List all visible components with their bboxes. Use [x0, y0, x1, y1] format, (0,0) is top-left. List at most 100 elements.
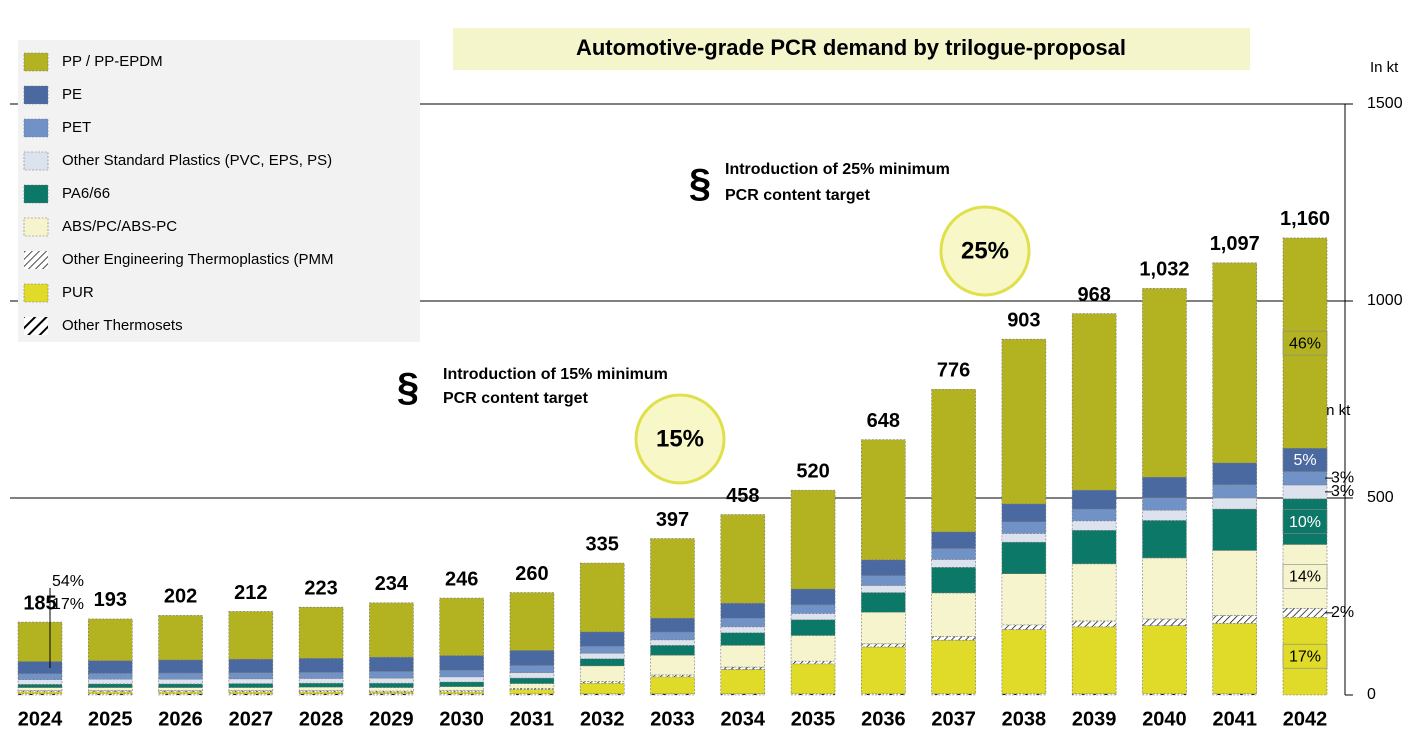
- bar-segment: [861, 559, 906, 576]
- bar-segment: [158, 615, 203, 661]
- badge: [634, 393, 726, 485]
- x-tick-label: 2028: [299, 708, 344, 730]
- bar-segment: [17, 673, 63, 680]
- bar-segment: [931, 635, 976, 641]
- bar-segment: [439, 686, 484, 691]
- bar-segment: [1212, 497, 1258, 510]
- bar-segment: [861, 439, 906, 561]
- bar-segment: [509, 677, 555, 684]
- bar-segment: [369, 602, 414, 658]
- bar-segment: [1212, 622, 1258, 695]
- bar-segment: [228, 672, 274, 680]
- bar-segment: [720, 666, 766, 670]
- bar-segment: [579, 682, 625, 695]
- bar-segment: [369, 682, 414, 688]
- bar-segment: [87, 687, 133, 691]
- bar-segment: [650, 676, 695, 695]
- share-label-box: [1282, 643, 1328, 669]
- bar-segment: [1071, 313, 1117, 491]
- bar-segment: [298, 678, 344, 684]
- total-label: 397: [656, 509, 689, 531]
- bar-segment: [931, 548, 976, 560]
- x-tick-label: 2024: [18, 708, 63, 730]
- bar-segment: [509, 689, 555, 695]
- bar-segment: [1001, 629, 1047, 695]
- total-label: 193: [94, 589, 127, 611]
- bar-segment: [931, 531, 976, 549]
- bar-segment: [1142, 476, 1187, 498]
- bar-segment: [509, 650, 555, 666]
- bar-segment: [1001, 503, 1047, 522]
- total-label: 185: [23, 592, 56, 614]
- bar-segment: [1071, 626, 1117, 695]
- y-tick-label: 1000: [1367, 292, 1403, 309]
- bar-segment: [509, 592, 555, 651]
- bar-segment: [1212, 615, 1258, 624]
- bar-segment: [228, 678, 274, 684]
- total-label: 1,160: [1280, 208, 1330, 230]
- bar-segment: [1142, 509, 1187, 521]
- bar-segment: [1142, 520, 1187, 559]
- bar-segment: [1001, 521, 1047, 534]
- bar-segment: [369, 656, 414, 672]
- bar-segment: [87, 673, 133, 680]
- total-label: 335: [586, 533, 619, 555]
- bar-segment: [1212, 262, 1258, 464]
- bar-segment: [17, 687, 63, 691]
- bar-segment: [228, 690, 274, 693]
- bar-segment: [1212, 484, 1258, 499]
- bar-segment: [228, 683, 274, 688]
- bar-segment: [439, 597, 484, 656]
- bar-segment: [369, 671, 414, 679]
- legend-label: PET: [62, 119, 91, 136]
- bar-segment: [1212, 550, 1258, 616]
- bar-segment: [861, 575, 906, 586]
- x-tick-label: 2030: [439, 708, 484, 730]
- badge: [939, 205, 1031, 297]
- legend-swatch: [23, 217, 49, 237]
- bar-segment: [298, 606, 344, 659]
- total-label: 776: [937, 360, 970, 382]
- x-tick-label: 2035: [791, 708, 836, 730]
- bar-segment: [1071, 563, 1117, 622]
- bar-segment: [650, 538, 695, 619]
- bar-segment: [1001, 533, 1047, 543]
- x-tick-label: 2027: [229, 708, 274, 730]
- x-tick-label: 2032: [580, 708, 625, 730]
- annotation: Introduction of 15% minimum: [443, 366, 668, 383]
- bar-segment: [17, 684, 63, 688]
- x-tick-label: 2033: [650, 708, 695, 730]
- bar-segment: [720, 669, 766, 695]
- legend-swatch: [23, 52, 49, 72]
- bar-segment: [650, 631, 695, 641]
- bar-segment: [579, 562, 625, 633]
- bar-segment: [17, 690, 63, 693]
- total-label: 212: [234, 582, 267, 604]
- bar-segment: [790, 635, 836, 662]
- bar-segment: [650, 654, 695, 676]
- bar-segment: [931, 592, 976, 637]
- bar-segment: [1212, 462, 1258, 485]
- share-label: 17%: [52, 596, 84, 613]
- legend-swatch: [23, 118, 49, 138]
- total-label: 520: [796, 460, 829, 482]
- bar-segment: [87, 690, 133, 693]
- bar-segment: [17, 621, 63, 662]
- total-label: 202: [164, 586, 197, 608]
- bar-segment: [1001, 573, 1047, 626]
- legend-label: ABS/PC/ABS-PC: [62, 218, 177, 235]
- bar-segment: [861, 585, 906, 593]
- legend-label: PUR: [62, 284, 94, 301]
- x-tick-label: 2037: [931, 708, 976, 730]
- bar-segment: [720, 626, 766, 634]
- bar-segment: [158, 690, 203, 693]
- bar-segment: [228, 687, 274, 691]
- total-label: 1,032: [1139, 259, 1189, 281]
- bar-segment: [931, 559, 976, 568]
- bar-segment: [790, 604, 836, 614]
- bar-segment: [931, 639, 976, 695]
- bar-segment: [228, 611, 274, 660]
- legend-swatch: [23, 283, 49, 303]
- bar-segment: [720, 514, 766, 604]
